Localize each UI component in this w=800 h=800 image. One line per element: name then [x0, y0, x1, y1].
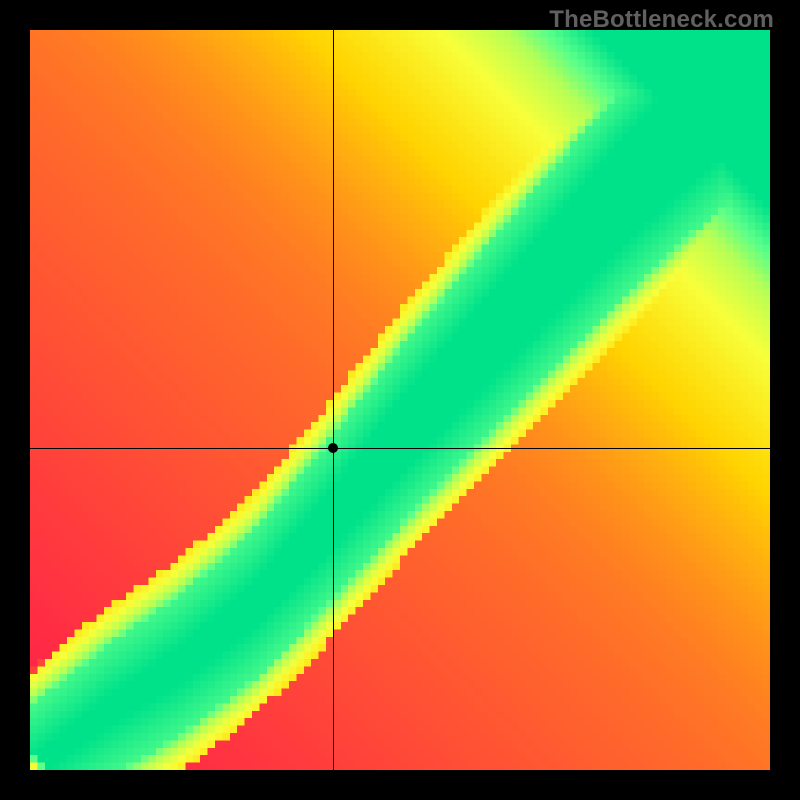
outer-frame: TheBottleneck.com [0, 0, 800, 800]
crosshair-vertical [333, 30, 334, 770]
heatmap-canvas [30, 30, 770, 770]
crosshair-horizontal [30, 448, 770, 449]
plot-area [30, 30, 770, 770]
watermark-text: TheBottleneck.com [549, 6, 774, 34]
crosshair-marker-dot [328, 443, 338, 453]
